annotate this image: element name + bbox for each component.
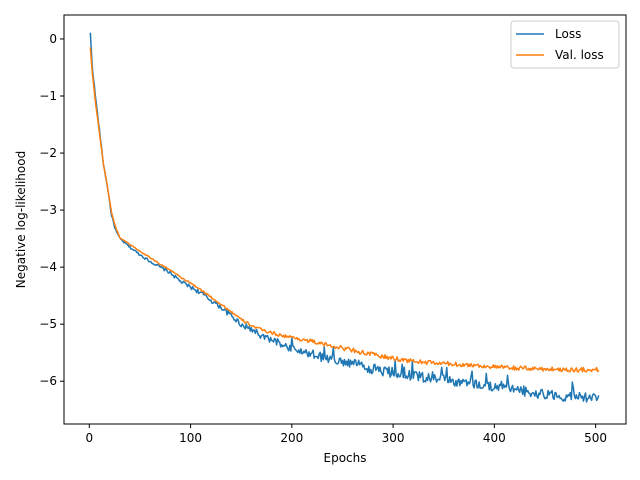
y-axis-ticks: 0 −1 −2 −3 −4 −5 −6 [39, 32, 64, 388]
axes-frame [63, 14, 627, 425]
series-line-val-loss [89, 47, 600, 373]
y-tick-label: −6 [39, 374, 57, 388]
y-tick-label: −5 [39, 317, 57, 331]
y-tick-label: −2 [39, 146, 57, 160]
x-tick-label: 300 [382, 431, 405, 445]
y-tick-label: −4 [39, 260, 57, 274]
x-tick-label: 400 [483, 431, 506, 445]
y-axis-label: Negative log-likelihood [14, 151, 28, 288]
legend-label: Loss [555, 27, 581, 41]
series-line-loss [89, 32, 600, 403]
legend: Loss Val. loss [510, 20, 620, 69]
x-tick-label: 0 [85, 431, 93, 445]
x-tick-label: 100 [179, 431, 202, 445]
x-tick-label: 500 [584, 431, 607, 445]
x-axis-label: Epochs [324, 451, 367, 465]
series-layer [89, 32, 600, 403]
legend-box [510, 20, 620, 69]
y-tick-label: 0 [49, 32, 57, 46]
x-tick-label: 200 [280, 431, 303, 445]
y-tick-label: −1 [39, 89, 57, 103]
x-axis-ticks: 0 100 200 300 400 500 [85, 424, 607, 445]
y-tick-label: −3 [39, 203, 57, 217]
legend-label: Val. loss [555, 48, 604, 62]
